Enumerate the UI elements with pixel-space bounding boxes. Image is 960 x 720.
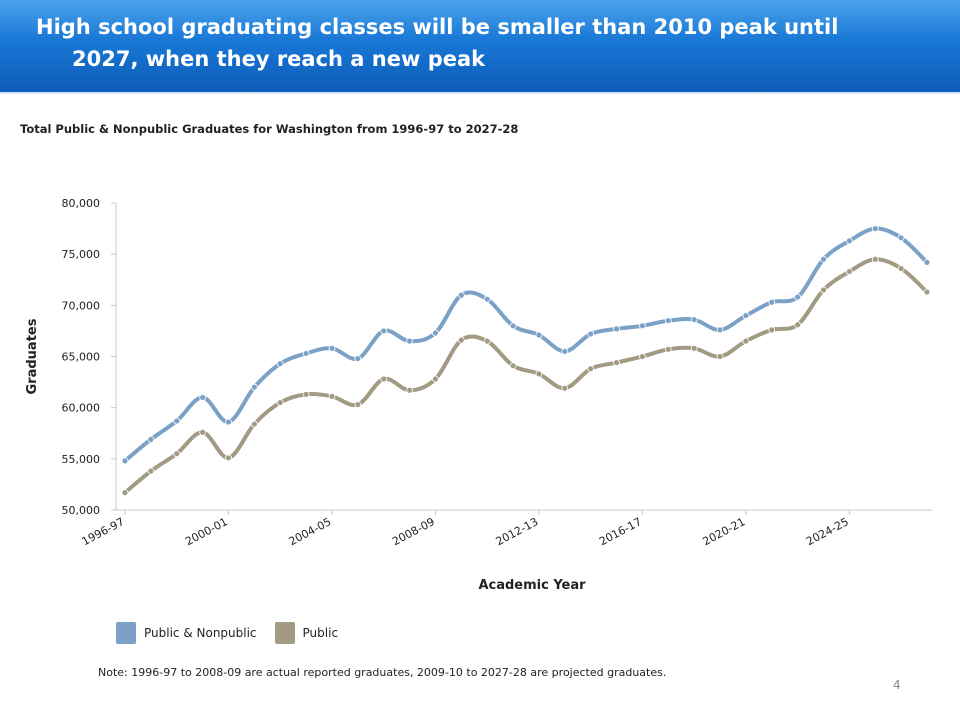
x-tick-label: 2004-05 [287, 515, 334, 548]
data-point-public-nonpublic [923, 258, 931, 266]
x-tick-label: 2000-01 [183, 515, 230, 548]
data-point-public-nonpublic [432, 329, 439, 337]
y-tick-label: 80,000 [62, 197, 101, 210]
data-point-public [871, 255, 879, 263]
legend-swatch-public [274, 622, 295, 644]
data-point-public-nonpublic [690, 316, 698, 324]
x-axis-label: Academic Year [478, 578, 586, 593]
y-tick-label: 70,000 [62, 299, 101, 312]
legend-item-public: Public [274, 622, 339, 644]
data-point-public [147, 467, 155, 475]
data-point-public-nonpublic [716, 326, 724, 334]
data-point-public-nonpublic [276, 360, 284, 368]
data-point-public [406, 386, 413, 394]
y-tick-label: 65,000 [62, 351, 101, 364]
data-point-public [664, 345, 672, 353]
data-point-public [173, 450, 181, 458]
data-point-public-nonpublic [613, 325, 620, 333]
data-point-public-nonpublic [406, 337, 413, 345]
line-chart: 50,000 55,000 60,000 65,000 70,000 75,000 80,0… [25, 197, 932, 593]
y-tick-label: 75,000 [62, 248, 101, 261]
data-point-public [276, 399, 284, 406]
chart-note: Note: 1996-97 to 2008-09 are actual repo… [98, 666, 667, 679]
chart-legend: Public & Nonpublic Public [116, 622, 356, 644]
data-point-public [820, 286, 827, 294]
data-point-public-nonpublic [457, 291, 465, 299]
data-point-public-nonpublic [483, 295, 491, 303]
data-point-public [432, 375, 439, 383]
data-point-public-nonpublic [897, 234, 905, 242]
data-point-public-nonpublic [639, 322, 646, 330]
page-number: 4 [893, 678, 901, 692]
data-point-public [587, 365, 595, 373]
data-point-public-nonpublic [871, 225, 879, 232]
slide-title-line-1: High school graduating classes will be s… [36, 15, 839, 39]
data-point-public-nonpublic [794, 293, 802, 301]
x-tick-label: 2008-09 [390, 515, 437, 548]
data-point-public [923, 288, 931, 296]
legend-label-public-nonpublic: Public & Nonpublic [144, 626, 257, 640]
data-point-public [768, 326, 776, 334]
chart-title: Total Public & Nonpublic Graduates for W… [20, 122, 519, 136]
data-point-public-nonpublic [561, 347, 569, 355]
x-tick-label: 1996-97 [80, 515, 127, 548]
data-point-public-nonpublic [199, 394, 207, 401]
y-tick-label: 50,000 [62, 504, 101, 517]
x-tick-label: 2012-13 [494, 515, 541, 548]
data-point-public [561, 384, 569, 392]
data-point-public [613, 359, 620, 367]
data-point-public-nonpublic [535, 331, 543, 339]
data-point-public-nonpublic [328, 344, 336, 352]
data-point-public-nonpublic [509, 322, 517, 330]
data-point-public-nonpublic [587, 330, 595, 338]
slide-title: High school graduating classes will be s… [36, 11, 936, 75]
y-tick-label: 55,000 [62, 453, 101, 466]
data-point-public-nonpublic [820, 255, 827, 263]
data-point-public [380, 375, 388, 383]
data-point-public [845, 268, 853, 275]
data-point-public [639, 353, 646, 360]
data-point-public [509, 362, 517, 370]
x-tick-label: 2024-25 [804, 515, 851, 548]
data-point-public-nonpublic [380, 327, 388, 335]
y-tick-label: 60,000 [62, 402, 101, 415]
data-point-public [199, 428, 207, 436]
data-point-public-nonpublic [147, 435, 155, 443]
data-point-public-nonpublic [354, 355, 362, 362]
x-tick-label: 2020-21 [701, 515, 748, 548]
data-point-public-nonpublic [225, 418, 232, 426]
title-banner: High school graduating classes will be s… [0, 0, 960, 94]
data-point-public [897, 265, 905, 272]
data-point-public [794, 321, 802, 329]
data-point-public-nonpublic [845, 237, 853, 245]
data-point-public [121, 489, 129, 497]
data-point-public-nonpublic [250, 383, 258, 391]
series-line-public [123, 257, 929, 495]
data-point-public [250, 420, 258, 428]
data-point-public [354, 401, 362, 408]
data-point-public-nonpublic [664, 317, 672, 325]
data-point-public [716, 353, 724, 360]
data-point-public [302, 390, 310, 398]
data-point-public-nonpublic [742, 312, 750, 319]
data-point-public-nonpublic [173, 417, 181, 425]
data-point-public-nonpublic [121, 457, 129, 465]
data-point-public [742, 337, 750, 345]
y-axis-label: Graduates [25, 318, 40, 394]
data-point-public [690, 344, 698, 352]
data-point-public-nonpublic [302, 350, 310, 357]
data-point-public [328, 393, 336, 400]
legend-swatch-public-nonpublic [116, 622, 136, 644]
slide-title-line-2: 2027, when they reach a new peak [72, 47, 486, 71]
data-point-public-nonpublic [768, 298, 776, 306]
legend-label-public: Public [302, 626, 339, 640]
x-tick-label: 2016-17 [597, 515, 644, 548]
data-point-public [457, 336, 465, 344]
data-point-public [535, 370, 543, 378]
data-point-public [225, 454, 232, 462]
series-line-public-nonpublic [123, 226, 929, 463]
legend-item-public-nonpublic: Public & Nonpublic [116, 622, 257, 644]
data-point-public [483, 337, 491, 345]
